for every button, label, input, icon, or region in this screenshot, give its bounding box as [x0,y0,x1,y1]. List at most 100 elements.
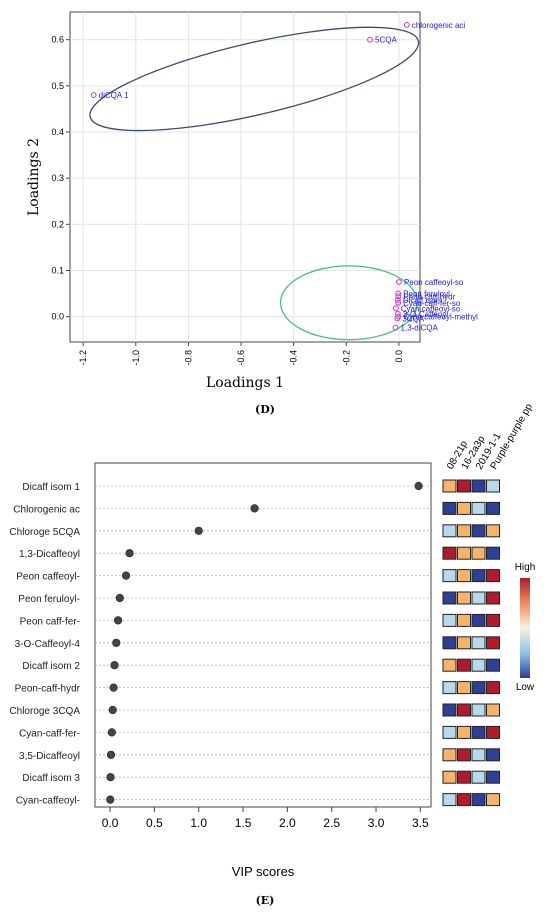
x-tick-label: -0.2 [341,350,351,366]
heatmap-cell [486,658,500,672]
heatmap-cell [457,770,471,784]
loading-point [90,92,97,98]
loading-point-label: Peon feruloyl [403,290,450,299]
vip-dot [106,795,115,804]
heatmap-cell [486,524,500,538]
heatmap-cell [442,658,457,672]
loading-point-label: Cyan-caff-fer-so [403,299,461,308]
x-tick-label: 1.0 [190,816,207,830]
heatmap-cell [486,613,500,627]
loading-point [392,305,399,312]
heatmap-cell [471,770,486,784]
vip-category-label: Peon-caff-hydr [15,684,81,695]
x-tick-label: -1.2 [78,350,88,366]
vip-dot [108,705,117,715]
heatmap-cell [442,501,457,515]
heatmap-cell [457,569,471,583]
color-scale-legend: High Low [515,562,536,693]
vip-dot [113,616,123,625]
loading-point-label: 5CQA [375,36,397,45]
heatmap-cell [457,613,471,627]
panel-label-e: (E) [256,894,275,907]
heatmap-cell [442,703,457,717]
confidence-ellipses [89,26,420,341]
heatmap-cell [442,546,457,560]
heatmap-cell [457,591,471,605]
loading-point [396,279,402,285]
heatmap-cell [471,725,486,739]
vip-dot [109,683,118,692]
panel-label-d: (D) [255,403,275,416]
heatmap-cell [471,524,486,538]
loading-point-label: Cyan caffeoyl-methyl [403,313,478,322]
vip-category-label: Chloroge 5CQA [9,527,80,538]
vip-dot [414,481,423,491]
heatmap-cell [486,546,500,560]
loading-point [395,299,402,306]
heatmap-cell [471,501,486,515]
heatmap-cell [457,479,471,493]
vip-category-label: Chloroge 3CQA [9,706,80,717]
heatmap-cell [442,793,457,807]
x-axis-label-e: VIP scores [232,864,295,879]
vip-dot [106,750,116,759]
vip-category-label: Cyan-caff-fer- [19,728,80,739]
legend-low-label: Low [516,682,535,693]
confidence-ellipse [279,265,419,341]
heatmap-cell [457,725,471,739]
heatmap-cell [471,613,486,627]
heatmap-strip [442,479,500,807]
vip-dot [115,593,124,603]
heatmap-cell [471,591,486,605]
grid-d [70,12,420,342]
vip-dot [112,638,121,647]
heatmap-cell [486,725,500,739]
panel-d-loadings-plot: -1.2 -1.0 -0.8 -0.6 -0.4 -0.2 0.0 0.0 0.1 0.2 0.3… [26,11,478,416]
vip-category-label: Cyan-caffeoyl- [16,796,80,807]
vip-dot [250,504,259,513]
heatmap-cell [442,591,457,605]
heatmap-cell [442,524,457,538]
heatmap-cell [486,770,500,784]
y-tick-label: 0.3 [51,173,64,183]
x-tick-label: 0.0 [102,816,119,830]
panel-e-vip-plot: Dicaff isom 1 Chlorogenic ac Chloroge 5CQA… [9,402,535,907]
x-tick-label: 0.5 [146,816,163,830]
heatmap-cell [471,793,486,807]
legend-high-label: High [515,562,536,573]
heatmap-cell [457,546,471,560]
loading-point [395,293,402,300]
heatmap-cell [457,501,471,515]
plot-frame-d [69,11,421,343]
heatmap-cell [486,681,500,695]
x-tick-label: -1.0 [131,350,141,366]
color-scale-bar [520,578,530,678]
vip-category-label: Dicaff isom 3 [22,773,80,784]
heatmap-cell [471,748,486,762]
y-tick-label: 0.1 [51,265,64,275]
vip-dot [110,661,119,670]
x-tick-label: 2.5 [323,816,340,830]
heatmap-cell [442,725,457,739]
heatmap-cell [471,681,486,695]
heatmap-cell [486,479,500,493]
heatmap-cell [486,793,500,807]
loading-point-label: 3CQA [402,314,424,323]
confidence-ellipse [89,26,420,132]
vip-dot [107,728,116,737]
heatmap-cell [486,748,500,762]
vip-category-label: Chlorogenic ac [13,504,80,515]
loading-point-label: 3-O-Caffeoyl [403,310,448,319]
y-axis-label-d: Loadings 2 [26,138,42,216]
vip-category-label: 3-O-Caffeoyl-4 [15,639,81,650]
vip-category-label: Peon caff-fer- [20,616,80,627]
heatmap-cell [442,748,457,762]
heatmap-cell [442,613,457,627]
vip-category-label: 1,3-Dicaffeoyl [19,549,80,560]
heatmap-cell [457,703,471,717]
vip-dot [194,526,203,535]
vip-dot [106,773,115,782]
loading-point [367,36,373,43]
loading-point-label: Peon caff-hydr [403,292,455,301]
